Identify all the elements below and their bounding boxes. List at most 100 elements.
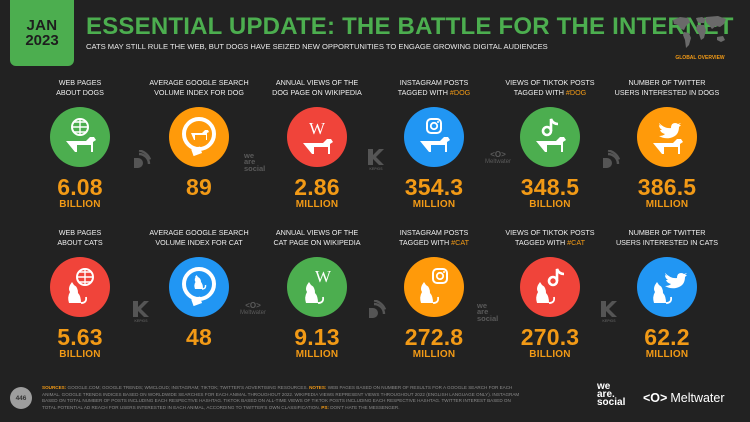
stat-value: 48 [186, 324, 212, 350]
kepios-watermark-icon: KEPIOS [133, 301, 149, 328]
sources-text: GOOGLE.COM; GOOGLE TRENDS; WMCLOUD; INST… [66, 385, 310, 390]
tile-caption: WEB PAGES [58, 228, 102, 237]
wikipedia-dog-icon: W [287, 107, 347, 167]
stat-unit: BILLION [529, 199, 571, 210]
stat-unit: BILLION [529, 349, 571, 360]
datareportal-watermark-icon [600, 149, 621, 175]
tile-caption: INSTAGRAM POSTS [399, 228, 469, 237]
stat-tile-dog-twitter: NUMBER OF TWITTER USERS INTERESTED IN DOG… [607, 78, 727, 210]
global-overview: GLOBAL OVERVIEW [660, 12, 740, 61]
tile-caption: VIEWS OF TIKTOK POSTS [505, 228, 595, 237]
watermark-text: Meltwater [240, 310, 267, 316]
stat-value: 2.86 [294, 174, 340, 200]
tiktok-dog-icon [520, 107, 580, 167]
instagram-cat-icon [404, 257, 464, 317]
stat-unit: MILLION [645, 349, 689, 360]
svg-text:KEPIOS: KEPIOS [134, 319, 148, 323]
stat-value: 9.13 [294, 324, 340, 350]
stat-value: 5.63 [57, 324, 103, 350]
footer-notes: SOURCES: GOOGLE.COM; GOOGLE TRENDS; WMCL… [42, 385, 522, 411]
kepios-watermark-icon: KEPIOS [368, 149, 384, 176]
tile-caption: VOLUME INDEX FOR DOG [154, 87, 244, 97]
tile-caption: WEB PAGES [58, 78, 102, 87]
tile-caption: ABOUT DOGS [56, 87, 104, 97]
meltwater-eye-icon: <O> [643, 391, 668, 405]
brand-text: we [597, 381, 611, 392]
tile-caption: ANNUAL VIEWS OF THE [275, 78, 359, 87]
tile-caption: ANNUAL VIEWS OF THE [275, 228, 359, 237]
tile-caption: USERS INTERESTED IN CATS [615, 237, 719, 247]
stat-unit: BILLION [59, 199, 101, 210]
stat-value: 272.8 [404, 324, 464, 350]
brand-text: social [597, 397, 626, 409]
svg-text:KEPIOS: KEPIOS [369, 167, 383, 171]
svg-text:KEPIOS: KEPIOS [602, 319, 616, 323]
meltwater-eye-icon: <O> [245, 301, 261, 310]
stat-unit: MILLION [295, 349, 339, 360]
stat-unit: MILLION [412, 199, 456, 210]
cats-row: WEB PAGES ABOUT CATS 5.63 BILLION AVERAGE… [0, 228, 750, 378]
stat-tile-dog-instagram: INSTAGRAM POSTS TAGGED WITH #DOG 354.3 MI… [374, 78, 494, 210]
stat-tile-cat-google-search: AVERAGE GOOGLE SEARCH VOLUME INDEX FOR CA… [139, 228, 259, 349]
tiktok-cat-icon [520, 257, 580, 317]
hashtag: #DOG [449, 87, 471, 97]
meltwater-eye-icon: <O> [490, 150, 506, 159]
stat-tile-dog-wikipedia: ANNUAL VIEWS OF THE DOG PAGE ON WIKIPEDIA… [257, 78, 377, 210]
hashtag: #CAT [451, 237, 469, 247]
wikipedia-cat-icon: W [287, 257, 347, 317]
tile-caption: TAGGED WITH [514, 237, 568, 247]
search-dog-icon [169, 107, 229, 167]
tile-caption: CAT PAGE ON WIKIPEDIA [273, 237, 361, 247]
datareportal-watermark-icon [366, 299, 387, 325]
stat-tile-dog-google-search: AVERAGE GOOGLE SEARCH VOLUME INDEX FOR DO… [139, 78, 259, 199]
stat-tile-cat-web-pages: WEB PAGES ABOUT CATS 5.63 BILLION [20, 228, 140, 360]
twitter-cat-icon [637, 257, 697, 317]
stat-value: 62.2 [644, 324, 690, 350]
meltwater-watermark: <O> Meltwater [240, 301, 266, 316]
sources-label: SOURCES: [42, 385, 67, 390]
tile-caption: USERS INTERESTED IN DOGS [614, 87, 720, 97]
date-badge: JAN 2023 [10, 0, 74, 66]
ps-text: DON'T HATE THE MESSENGER. [328, 404, 400, 410]
notes-label: NOTES: [309, 385, 327, 390]
kepios-watermark-icon: KEPIOS [601, 301, 617, 328]
tile-caption: INSTAGRAM POSTS [399, 78, 469, 87]
watermark-text: we [244, 151, 255, 160]
stat-unit: MILLION [412, 349, 456, 360]
we-are-social-watermark: we are social [477, 301, 499, 323]
globe-cat-icon [50, 257, 110, 317]
tile-caption: TAGGED WITH [397, 87, 450, 97]
tile-caption: ABOUT CATS [57, 237, 103, 247]
stat-value: 270.3 [520, 324, 580, 350]
we-are-social-watermark: we are social [244, 151, 266, 173]
tile-caption: AVERAGE GOOGLE SEARCH [149, 228, 249, 237]
world-map-icon [673, 16, 726, 48]
watermark-text: Meltwater [485, 159, 512, 165]
svg-text:W: W [315, 267, 332, 286]
stat-value: 354.3 [404, 174, 464, 200]
stat-tile-cat-instagram: INSTAGRAM POSTS TAGGED WITH #CAT 272.8 MI… [374, 228, 494, 360]
we-are-social-logo: we are. social [597, 381, 626, 409]
tile-caption: DOG PAGE ON WIKIPEDIA [272, 87, 362, 97]
dogs-row: WEB PAGES ABOUT DOGS 6.08 BILLION AVERAGE… [0, 78, 750, 228]
date-month: JAN [26, 17, 58, 34]
watermark-text: are [477, 307, 489, 317]
watermark-text: social [477, 313, 499, 323]
meltwater-logo: <O> Meltwater [643, 391, 725, 405]
tile-caption: NUMBER OF TWITTER [628, 228, 706, 237]
tile-caption: VOLUME INDEX FOR CAT [155, 237, 243, 247]
stat-unit: MILLION [295, 199, 339, 210]
stat-tile-cat-tiktok: VIEWS OF TIKTOK POSTS TAGGED WITH #CAT 27… [490, 228, 610, 360]
twitter-dog-icon [637, 107, 697, 167]
watermark-text: are [244, 157, 256, 167]
stat-value: 386.5 [637, 174, 697, 200]
tile-caption: TAGGED WITH [398, 237, 452, 247]
stat-tile-cat-twitter: NUMBER OF TWITTER USERS INTERESTED IN CAT… [607, 228, 727, 360]
notes-text: WEB PAGES BASED ON NUMBER OF RESULTS FOR… [42, 385, 520, 410]
tile-caption: TAGGED WITH [513, 87, 566, 97]
stat-unit: BILLION [59, 349, 101, 360]
watermark-text: we [477, 301, 488, 310]
watermark-text: social [244, 163, 266, 173]
brand-text: are. [597, 389, 615, 401]
hashtag: #CAT [567, 237, 585, 247]
